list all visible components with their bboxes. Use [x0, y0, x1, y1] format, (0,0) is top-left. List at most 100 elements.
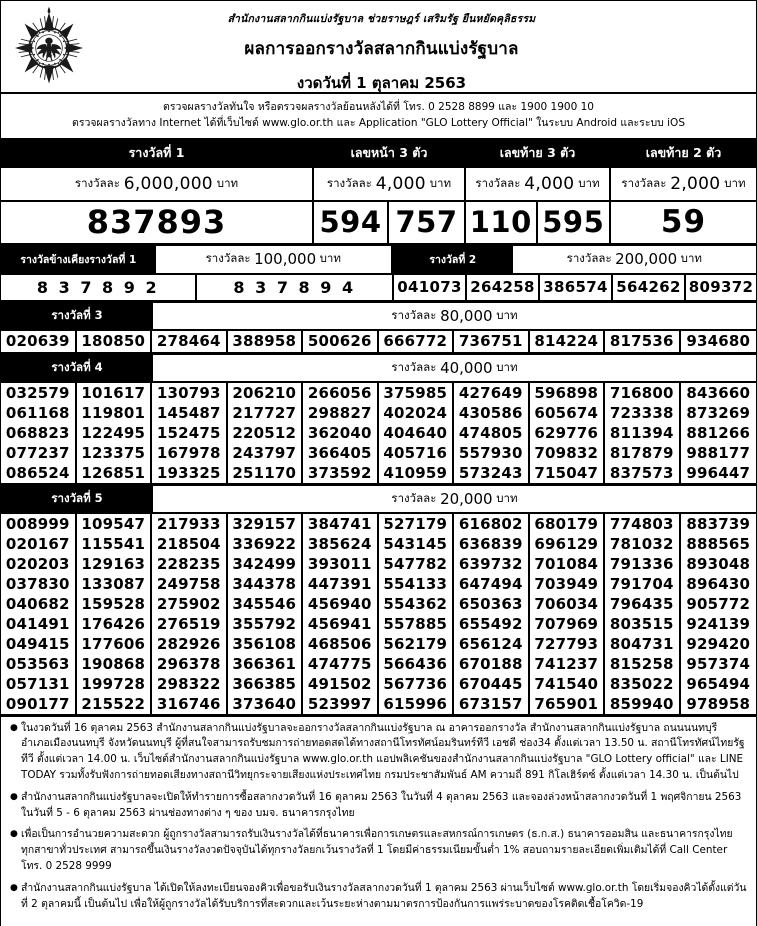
- prize-number-cell: 859940: [605, 693, 681, 714]
- prize-number-cell: 296378: [152, 653, 228, 674]
- prize-number-cell: 647494: [454, 573, 530, 594]
- prize-number-cell: 474805: [454, 422, 530, 443]
- second-amount-suffix: บาท: [680, 251, 703, 266]
- prize-number-cell: 774803: [605, 513, 681, 534]
- footnote-text: สำนักงานสลากกินแบ่งรัฐบาล ได้เปิดให้ลงทะ…: [21, 881, 747, 910]
- prize-number-cell: 896430: [686, 574, 751, 593]
- prize-number-cell: 934680: [686, 331, 751, 350]
- prize-number-cell: 152475: [152, 422, 228, 443]
- table-row: 090177 215522 316746 373640 523997 615996 6731…: [1, 693, 756, 714]
- table-row: 061168 119801 145487 217727 298827 402024 4305…: [1, 402, 756, 423]
- second-prize-header: รางวัลที่ 2: [392, 245, 513, 273]
- prize-number-cell: 393011: [303, 553, 379, 574]
- back-three-numbers: 110 595: [466, 201, 611, 243]
- first-prize-amount-prefix: รางวัลละ: [74, 175, 120, 190]
- back-two-number: 59: [611, 201, 756, 243]
- third-amount-value: 80,000: [440, 306, 493, 325]
- fifth-prize-amount: รางวัลละ 20,000 บาท: [153, 485, 756, 512]
- masthead-text: สำนักงานสลากกินแบ่งรัฐบาล ช่วยราษฎร์ เสร…: [97, 1, 756, 95]
- prize-number-cell: 815258: [605, 653, 681, 674]
- footnote-text: สำนักงานสลากกินแบ่งรัฐบาลจะเปิดให้ทำรายก…: [21, 790, 742, 819]
- prize-number-cell: 167978: [152, 442, 228, 463]
- prize-number-cell: 636839: [454, 533, 530, 554]
- table-row: 068823 122495 152475 220512 362040 404640 4748…: [1, 422, 756, 443]
- prize-number-cell: 145487: [152, 402, 228, 423]
- fourth-prize-label: รางวัลที่ 4: [1, 354, 153, 381]
- prize-number-cell: 957374: [686, 654, 751, 673]
- prize-number-cell: 133087: [77, 573, 152, 594]
- top-prize-number-row: 837893 594 757 110 595 59: [1, 201, 756, 246]
- prize-number-cell: 965494: [686, 674, 751, 693]
- back-two-amount-suffix: บาท: [724, 175, 746, 190]
- footnote-text: ในงวดวันที่ 16 ตุลาคม 2563 สำนักงานสลากก…: [21, 721, 745, 781]
- table-row: 057131 199728 298322 366385 491502 567736 6704…: [1, 673, 756, 694]
- prize-number-cell: 703949: [530, 573, 605, 594]
- front-three-number-2: 757: [389, 201, 464, 243]
- prize-number-cell: 356108: [228, 633, 303, 654]
- adjacent-prize-header: รางวัลข้างเคียงรางวัลที่ 1: [1, 245, 156, 273]
- second-prize-number-1: 041073: [394, 274, 467, 300]
- top-prize-header-row: รางวัลที่ 1 เลขหน้า 3 ตัว เลขท้าย 3 ตัว …: [1, 140, 756, 168]
- adjacent-number-2: 8 3 7 8 9 4: [197, 274, 394, 300]
- front-three-numbers: 594 757: [314, 201, 466, 243]
- third-prize-amount: รางวัลละ 80,000 บาท: [153, 302, 756, 329]
- footnote-item: ● เพื่อเป็นการอำนวยความสะดวก ผู้ถูกรางวัล…: [10, 827, 747, 874]
- prize-number-cell: 616802: [454, 513, 530, 534]
- prize-number-cell: 122495: [77, 422, 152, 443]
- second-amount-value: 200,000: [615, 250, 678, 269]
- prize-number-cell: 040682: [1, 593, 77, 614]
- prize-number-cell: 573243: [454, 462, 530, 483]
- prize-number-cell: 373592: [303, 462, 379, 483]
- prize-number-cell: 061168: [1, 402, 77, 423]
- prize-number-cell: 639732: [454, 553, 530, 574]
- first-prize-header: รางวัลที่ 1: [1, 140, 314, 166]
- third-prize-header-row: รางวัลที่ 3 รางวัลละ 80,000 บาท: [1, 302, 756, 331]
- prize-number-cell: 123375: [77, 442, 152, 463]
- fourth-prize-header-row: รางวัลที่ 4 รางวัลละ 40,000 บาท: [1, 354, 756, 383]
- prize-number-cell: 385624: [303, 533, 379, 554]
- prize-number-cell: 924139: [686, 614, 751, 633]
- prize-number-cell: 596898: [530, 382, 605, 403]
- prize-number-cell: 366385: [228, 673, 303, 694]
- prize-number-cell: 873269: [686, 403, 751, 422]
- prize-number-cell: 430586: [454, 402, 530, 423]
- prize-number-cell: 342499: [228, 553, 303, 574]
- prize-number-cell: 988177: [686, 443, 751, 462]
- second-prize-number-5: 809372: [686, 274, 756, 300]
- prize-number-cell: 656124: [454, 633, 530, 654]
- back-two-header: เลขท้าย 2 ตัว: [611, 140, 756, 166]
- fourth-prize-amount: รางวัลละ 40,000 บาท: [153, 354, 756, 381]
- fifth-prize-label: รางวัลที่ 5: [1, 485, 153, 512]
- contact-strip: ตรวจผลรางวัลทันใจ หรือตรวจผลรางวัลย้อนหล…: [1, 94, 756, 141]
- table-row: 049415 177606 282926 356108 468506 562179 6561…: [1, 633, 756, 654]
- prize-number-cell: 527179: [379, 513, 454, 534]
- prize-number-cell: 741237: [530, 653, 605, 674]
- prize-number-cell: 791704: [605, 573, 681, 594]
- fifth-amount-value: 20,000: [440, 489, 493, 508]
- top-prize-amount-row: รางวัลละ 6,000,000 บาท รางวัลละ 4,000 บา…: [1, 167, 756, 202]
- prize-number-cell: 707969: [530, 613, 605, 634]
- prize-number-cell: 996447: [686, 463, 751, 482]
- prize-number-cell: 217933: [152, 513, 228, 534]
- back-three-number-1: 110: [466, 201, 538, 243]
- prize-number-cell: 554133: [379, 573, 454, 594]
- prize-number-cell: 715047: [530, 462, 605, 483]
- prize-number-cell: 053563: [1, 653, 77, 674]
- prize-number-cell: 228235: [152, 553, 228, 574]
- prize-number-cell: 176426: [77, 613, 152, 634]
- masthead: สำนักงานสลากกินแบ่งรัฐบาล ช่วยราษฎร์ เสร…: [1, 1, 756, 94]
- prize-number-cell: 835022: [605, 673, 681, 694]
- prize-number-cell: 251170: [228, 462, 303, 483]
- prize-number-cell: 881266: [686, 423, 751, 442]
- table-row: 008999 109547 217933 329157 384741 527179 6168…: [1, 513, 756, 534]
- prize-number-cell: 491502: [303, 673, 379, 694]
- prize-number-cell: 796435: [605, 593, 681, 614]
- back-two-amount-prefix: รางวัลละ: [621, 175, 667, 190]
- footnote-item: ● สำนักงานสลากกินแบ่งรัฐบาล ได้เปิดให้ลงท…: [10, 881, 747, 913]
- prize-number-cell: 020167: [1, 533, 77, 554]
- prize-number-cell: 037830: [1, 573, 77, 594]
- prize-number-cell: 741540: [530, 673, 605, 694]
- adjacent-number-1: 8 3 7 8 9 2: [1, 274, 197, 300]
- third-amount-suffix: บาท: [496, 307, 518, 322]
- prize-number-cell: 791336: [605, 553, 681, 574]
